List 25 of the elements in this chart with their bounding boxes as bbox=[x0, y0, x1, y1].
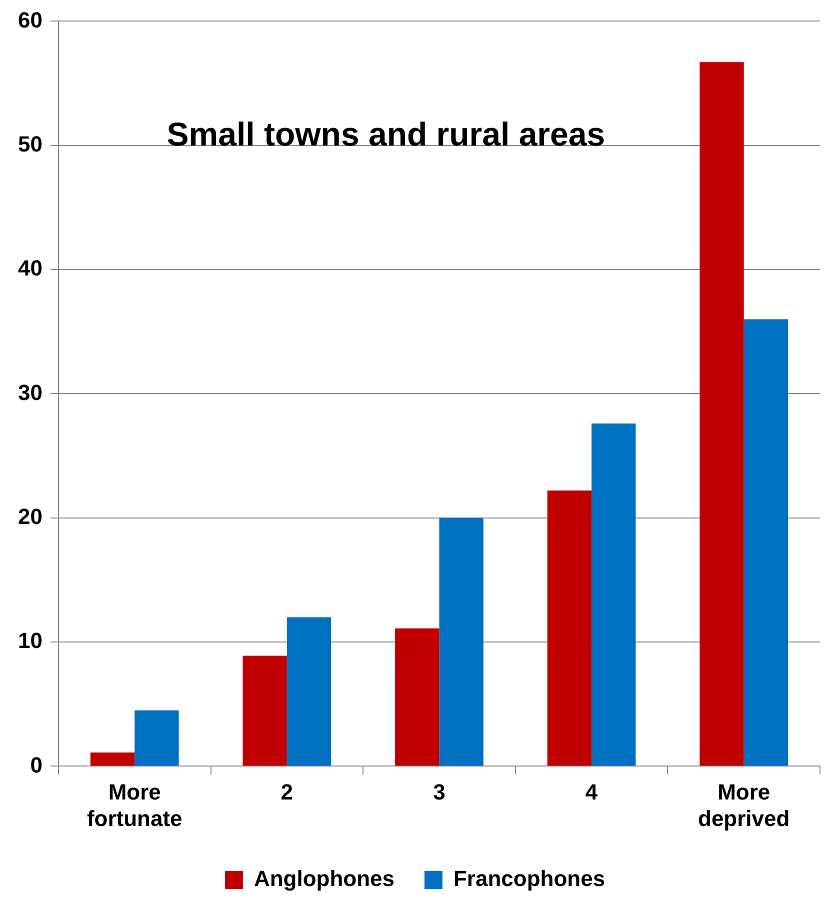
y-tick-label: 20 bbox=[18, 504, 42, 529]
x-tick-label: More deprived bbox=[698, 779, 790, 831]
y-tick-label: 40 bbox=[18, 256, 42, 281]
x-tick-label: 4 bbox=[585, 779, 598, 804]
bar bbox=[134, 710, 179, 766]
y-tick-label: 30 bbox=[18, 380, 42, 405]
y-tick-label: 10 bbox=[18, 628, 42, 654]
bar bbox=[439, 518, 484, 766]
bar bbox=[286, 617, 332, 766]
bar bbox=[395, 628, 440, 766]
bar bbox=[90, 752, 135, 766]
bar bbox=[592, 424, 636, 766]
x-tick-label: 2 bbox=[280, 779, 294, 804]
legend-label: Anglophones bbox=[254, 866, 394, 892]
text: Small towns and rural areas bbox=[166, 115, 606, 152]
bar bbox=[547, 490, 592, 766]
y-tick-label: 50 bbox=[18, 131, 42, 156]
y-tick-label: 0 bbox=[30, 752, 42, 778]
bar bbox=[700, 62, 744, 766]
x-tick-label: More fortunate bbox=[86, 779, 182, 831]
x-tick-label: 3 bbox=[433, 779, 446, 804]
bar bbox=[744, 319, 788, 766]
bar bbox=[242, 656, 287, 766]
y-tick-label: 60 bbox=[18, 7, 42, 32]
legend-label: Francophones bbox=[453, 866, 606, 892]
